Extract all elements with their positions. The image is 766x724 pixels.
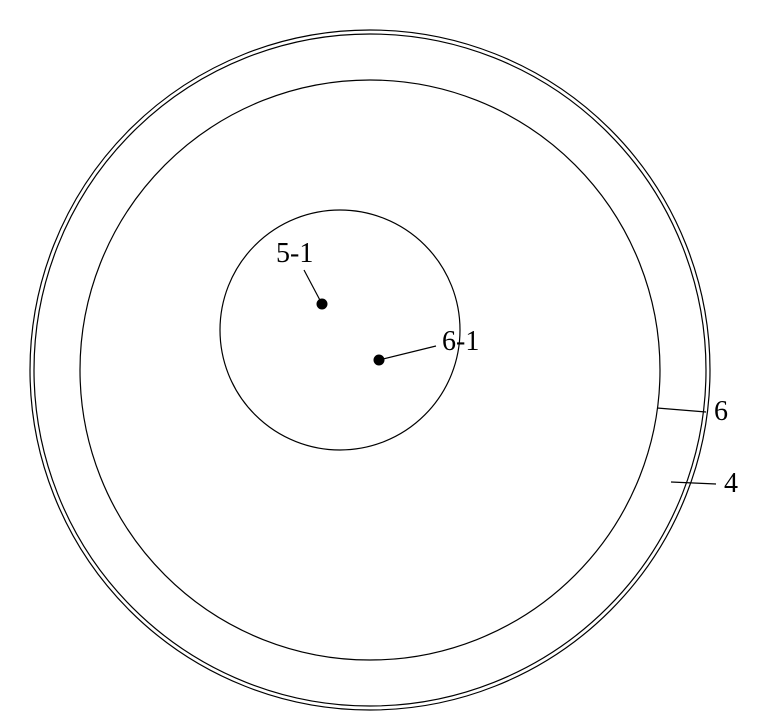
middle-circle	[80, 80, 660, 660]
label-6: 6	[714, 396, 728, 427]
leader-4	[671, 482, 716, 484]
leader-6	[657, 408, 706, 412]
label-6-1: 6-1	[442, 326, 479, 357]
diagram-svg: 5-1 6-1 6 4	[0, 0, 766, 724]
leader-5-1	[304, 270, 322, 304]
outer-circle-inner	[34, 34, 706, 706]
inner-circle	[220, 210, 460, 450]
label-4: 4	[724, 468, 738, 499]
label-5-1: 5-1	[276, 238, 313, 269]
leader-6-1	[379, 346, 436, 360]
